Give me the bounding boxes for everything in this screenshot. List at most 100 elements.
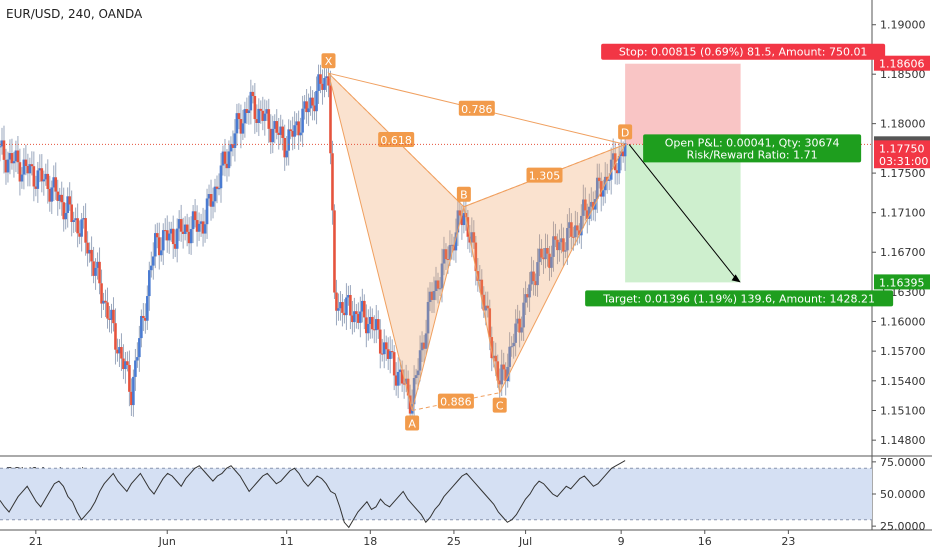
candle-body: [365, 317, 368, 334]
candle-body: [617, 155, 621, 174]
candle-body: [203, 224, 207, 234]
candle-body: [536, 262, 539, 286]
candle-body: [498, 380, 502, 385]
target-zone: [625, 144, 741, 283]
candle-body: [144, 317, 147, 321]
candle-body: [169, 228, 173, 234]
candle-body: [217, 188, 221, 190]
candle-body: [255, 119, 259, 123]
candle-body: [213, 186, 217, 202]
candle-body: [108, 318, 111, 320]
candle-body: [106, 302, 109, 319]
candle-body: [126, 361, 129, 366]
candle-body: [82, 218, 85, 220]
candle-body: [424, 333, 428, 349]
candle-body: [303, 101, 306, 109]
candle-body: [124, 361, 127, 370]
candle-body: [550, 256, 553, 268]
candle-body: [205, 198, 209, 225]
target-label-text: Target: 0.01396 (1.19%) 139.6, Amount: 1…: [602, 292, 875, 305]
candle-body: [609, 159, 613, 180]
candle-body: [319, 74, 322, 84]
candle-body: [134, 360, 137, 377]
candle-body: [442, 249, 446, 264]
candle-body: [283, 137, 286, 158]
candle-body: [416, 370, 420, 376]
candle-body: [313, 105, 316, 112]
candle-body: [478, 279, 482, 281]
candle-body: [0, 140, 4, 147]
candle-body: [372, 329, 376, 331]
candle-body: [148, 270, 151, 297]
ratio-box: [378, 131, 415, 147]
candle-body: [526, 294, 529, 298]
price-marker: [874, 140, 930, 156]
candle-body: [167, 233, 171, 241]
candle-body: [34, 186, 38, 189]
candle-body: [287, 129, 290, 151]
candle-body: [66, 196, 69, 214]
rsi-line: [0, 460, 626, 529]
candle-body: [321, 83, 324, 90]
candle-body: [271, 128, 275, 143]
candle-body: [406, 378, 410, 396]
candle-body: [30, 164, 34, 167]
time-tick-label: 9: [618, 535, 625, 548]
candle-body: [44, 173, 48, 180]
rsi-band: [0, 468, 872, 520]
candle-body: [458, 210, 462, 216]
pnl-label-text: Risk/Reward Ratio: 1.71: [687, 148, 818, 161]
candle-body: [128, 365, 131, 392]
candle-body: [187, 231, 191, 244]
price-marker-label: 03:31:00: [879, 155, 928, 168]
candle-body: [22, 159, 26, 175]
candle-body: [64, 213, 67, 220]
price-tick-label: 1.16000: [880, 315, 926, 328]
candle-body: [165, 230, 169, 241]
candle-body: [94, 267, 97, 276]
candle-body: [52, 177, 56, 188]
candle-body: [243, 109, 247, 124]
candle-body: [136, 357, 139, 361]
candle-body: [90, 249, 93, 262]
ratio-label: 0.618: [380, 134, 412, 147]
candle-body: [78, 233, 81, 237]
candle-body: [72, 220, 75, 222]
target-label-box: [585, 290, 894, 307]
candle-body: [582, 199, 585, 216]
candle-body: [420, 342, 424, 351]
candle-body: [400, 369, 404, 384]
candle-body: [28, 164, 32, 174]
candle-body: [251, 91, 255, 97]
candle-body: [595, 177, 599, 200]
ratio-box: [437, 393, 474, 409]
candle-body: [438, 288, 442, 290]
candle-body: [331, 153, 334, 211]
pattern-point-label: X: [325, 55, 333, 68]
candle-body: [267, 109, 271, 129]
candle-body: [339, 302, 342, 309]
candle-body: [279, 126, 283, 135]
candle-body: [520, 327, 523, 333]
pattern-point-label: C: [496, 400, 504, 413]
candle-body: [456, 210, 460, 233]
candle-body: [191, 211, 195, 230]
candle-body: [448, 245, 452, 260]
candle-body: [548, 253, 551, 268]
candle-body: [189, 229, 193, 244]
candle-body: [337, 308, 340, 311]
candle-body: [56, 191, 60, 201]
candle-body: [98, 261, 101, 284]
candle-body: [432, 291, 436, 300]
candle-body: [281, 126, 285, 138]
candle-body: [293, 125, 296, 137]
pattern-point-box: [321, 53, 336, 69]
candle-body: [544, 248, 547, 260]
candle-body: [597, 177, 601, 182]
candle-body: [14, 150, 18, 162]
time-tick-label: 23: [781, 535, 795, 548]
candle-body: [122, 358, 125, 370]
candle-body: [357, 314, 360, 323]
candle-body: [159, 250, 163, 256]
